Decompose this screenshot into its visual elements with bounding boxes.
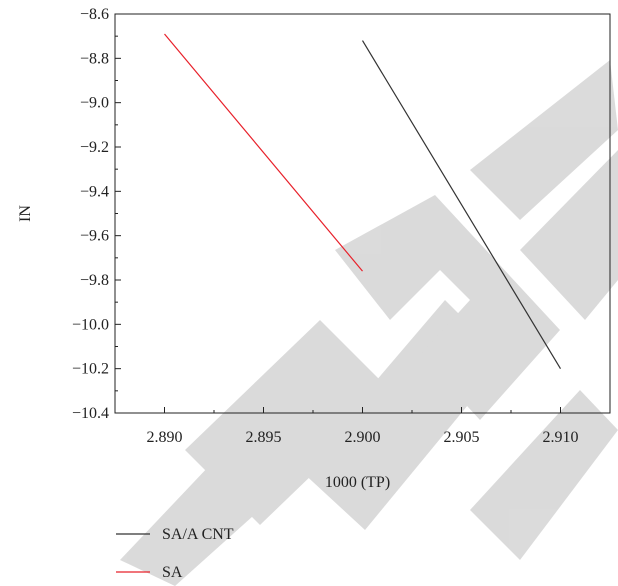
- y-tick-label: −9.2: [80, 139, 109, 156]
- x-tick-label: 2.890: [147, 429, 183, 446]
- y-tick-label: −9.0: [80, 95, 109, 112]
- x-tick-label: 2.910: [543, 429, 579, 446]
- y-tick-label: −10.0: [72, 316, 109, 333]
- x-tick-label: 2.905: [444, 429, 480, 446]
- y-tick-label: −8.6: [80, 6, 109, 23]
- x-axis-label: 1000 (TP): [325, 474, 390, 491]
- x-tick-label: 2.895: [246, 429, 282, 446]
- y-tick-label: −10.4: [72, 405, 109, 422]
- y-tick-label: −9.8: [80, 272, 109, 289]
- y-tick-label: −9.6: [80, 228, 109, 245]
- y-axis-label: IN: [17, 205, 34, 222]
- y-tick-label: −8.8: [80, 50, 109, 67]
- y-tick-label: −9.4: [80, 183, 109, 200]
- series-layer: [164, 33, 562, 369]
- x-tick-label: 2.900: [345, 429, 381, 446]
- y-tick-label: −10.2: [72, 361, 109, 378]
- legend-label: SA: [162, 564, 183, 581]
- legend-label: SA/A CNT: [162, 526, 234, 543]
- x-axis: 2.890 2.895 2.900 2.905 2.910: [114, 407, 611, 446]
- legend: SA/A CNT SA: [116, 526, 234, 581]
- retracted-watermark: [120, 60, 618, 586]
- series-line-sa-a-cnt: [361, 40, 562, 369]
- series-line-sa: [164, 33, 363, 272]
- y-axis: −8.6 −8.8 −9.0 −9.2 −9.4 −9.6 −9.8 −10.0 −10.2 −1…: [72, 6, 121, 422]
